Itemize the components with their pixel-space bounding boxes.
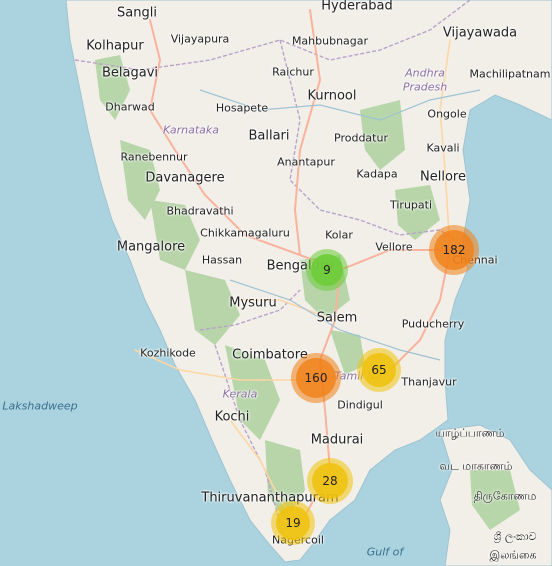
map-label-chikkamagaluru: Chikkamagaluru	[200, 226, 290, 240]
map-label-kochi: Kochi	[214, 409, 250, 425]
map-label-kolhapur: Kolhapur	[86, 38, 144, 54]
map-label-vijayawada: Vijayawada	[442, 25, 518, 41]
map-label-anantapur: Anantapur	[277, 155, 335, 169]
map-label-kerala: Kerala	[222, 387, 258, 401]
map-label-ranebennur: Ranebennur	[120, 150, 188, 164]
map-label-kavali: Kavali	[426, 141, 460, 155]
marker-cluster-madurai-west[interactable]: 160	[291, 353, 341, 403]
map-label-dharwad: Dharwad	[105, 100, 155, 114]
map-label-machilipatnam: Machilipatnam	[469, 67, 551, 81]
marker-cluster-thanjavur[interactable]: 65	[357, 348, 401, 392]
map-label-sl-country1: ශ්‍රී ලංකාව	[493, 530, 537, 543]
marker-cluster-nagercoil[interactable]: 19	[271, 501, 315, 545]
cluster-count: 182	[434, 230, 474, 270]
map-label-raichur: Raichur	[272, 65, 314, 79]
map-label-mangalore: Mangalore	[116, 239, 186, 255]
map-label-andhra: Andhra	[405, 66, 445, 80]
map-label-salem: Salem	[316, 310, 358, 326]
cluster-count: 160	[296, 358, 336, 398]
map-label-tirupati: Tirupati	[389, 198, 433, 212]
map-label-vellore: Vellore	[375, 240, 413, 254]
map-label-coimbatore: Coimbatore	[232, 347, 308, 363]
cluster-count: 9	[311, 254, 343, 286]
map-label-kurnool: Kurnool	[307, 88, 357, 104]
map-label-ballari: Ballari	[248, 128, 290, 144]
map-label-mysuru: Mysuru	[229, 295, 277, 311]
map-label-bhadravathi: Bhadravathi	[166, 204, 234, 218]
map-label-mahbubnagar: Mahbubnagar	[291, 34, 369, 48]
map-label-puducherry: Puducherry	[401, 317, 465, 331]
marker-cluster-chennai[interactable]: 182	[429, 225, 479, 275]
cluster-count: 65	[362, 353, 396, 387]
map-label-hassan: Hassan	[201, 253, 243, 267]
cluster-count: 28	[312, 463, 348, 499]
map-label-dindigul: Dindigul	[337, 398, 383, 412]
map-label-vijayapura: Vijayapura	[170, 32, 230, 46]
map-label-davanagere: Davanagere	[145, 170, 225, 186]
map-label-nellore: Nellore	[420, 169, 466, 185]
map-label-proddatur: Proddatur	[334, 131, 388, 145]
map-label-sl-country2: இலங்கை	[489, 548, 537, 562]
cluster-count: 19	[276, 506, 310, 540]
map-label-sangli: Sangli	[117, 5, 157, 21]
map-label-sl-trinco: திருகோணம	[473, 489, 537, 503]
map-label-hosapete: Hosapete	[215, 101, 269, 115]
map-label-pradesh: Pradesh	[402, 80, 448, 94]
map-label-gulf: Gulf of	[366, 545, 404, 559]
map-label-hyderabad: Hyderabad	[321, 0, 393, 14]
map-label-sl-north: யாழ்ப்பாணம்	[435, 426, 505, 440]
map-label-lakshadweep: Lakshadweep	[2, 399, 78, 413]
map-label-karnataka: Karnataka	[163, 123, 219, 137]
map-label-belagavi: Belagavi	[101, 65, 159, 81]
map-label-ongole: Ongole	[427, 107, 467, 121]
map-label-kadapa: Kadapa	[356, 167, 398, 181]
map-label-thanjavur: Thanjavur	[401, 375, 457, 389]
map-label-kozhikode: Kozhikode	[140, 346, 196, 360]
map-label-madurai: Madurai	[310, 432, 364, 448]
map-label-sl-province: வட மாகாணம்	[439, 459, 513, 473]
map-label-thiruvananthapuram: Thiruvananthapuram	[201, 490, 339, 506]
rivers	[199, 89, 481, 361]
marker-cluster-bengaluru[interactable]: 9	[306, 249, 348, 291]
map-label-kolar: Kolar	[325, 228, 353, 242]
marker-cluster-tirunelveli[interactable]: 28	[307, 458, 353, 504]
